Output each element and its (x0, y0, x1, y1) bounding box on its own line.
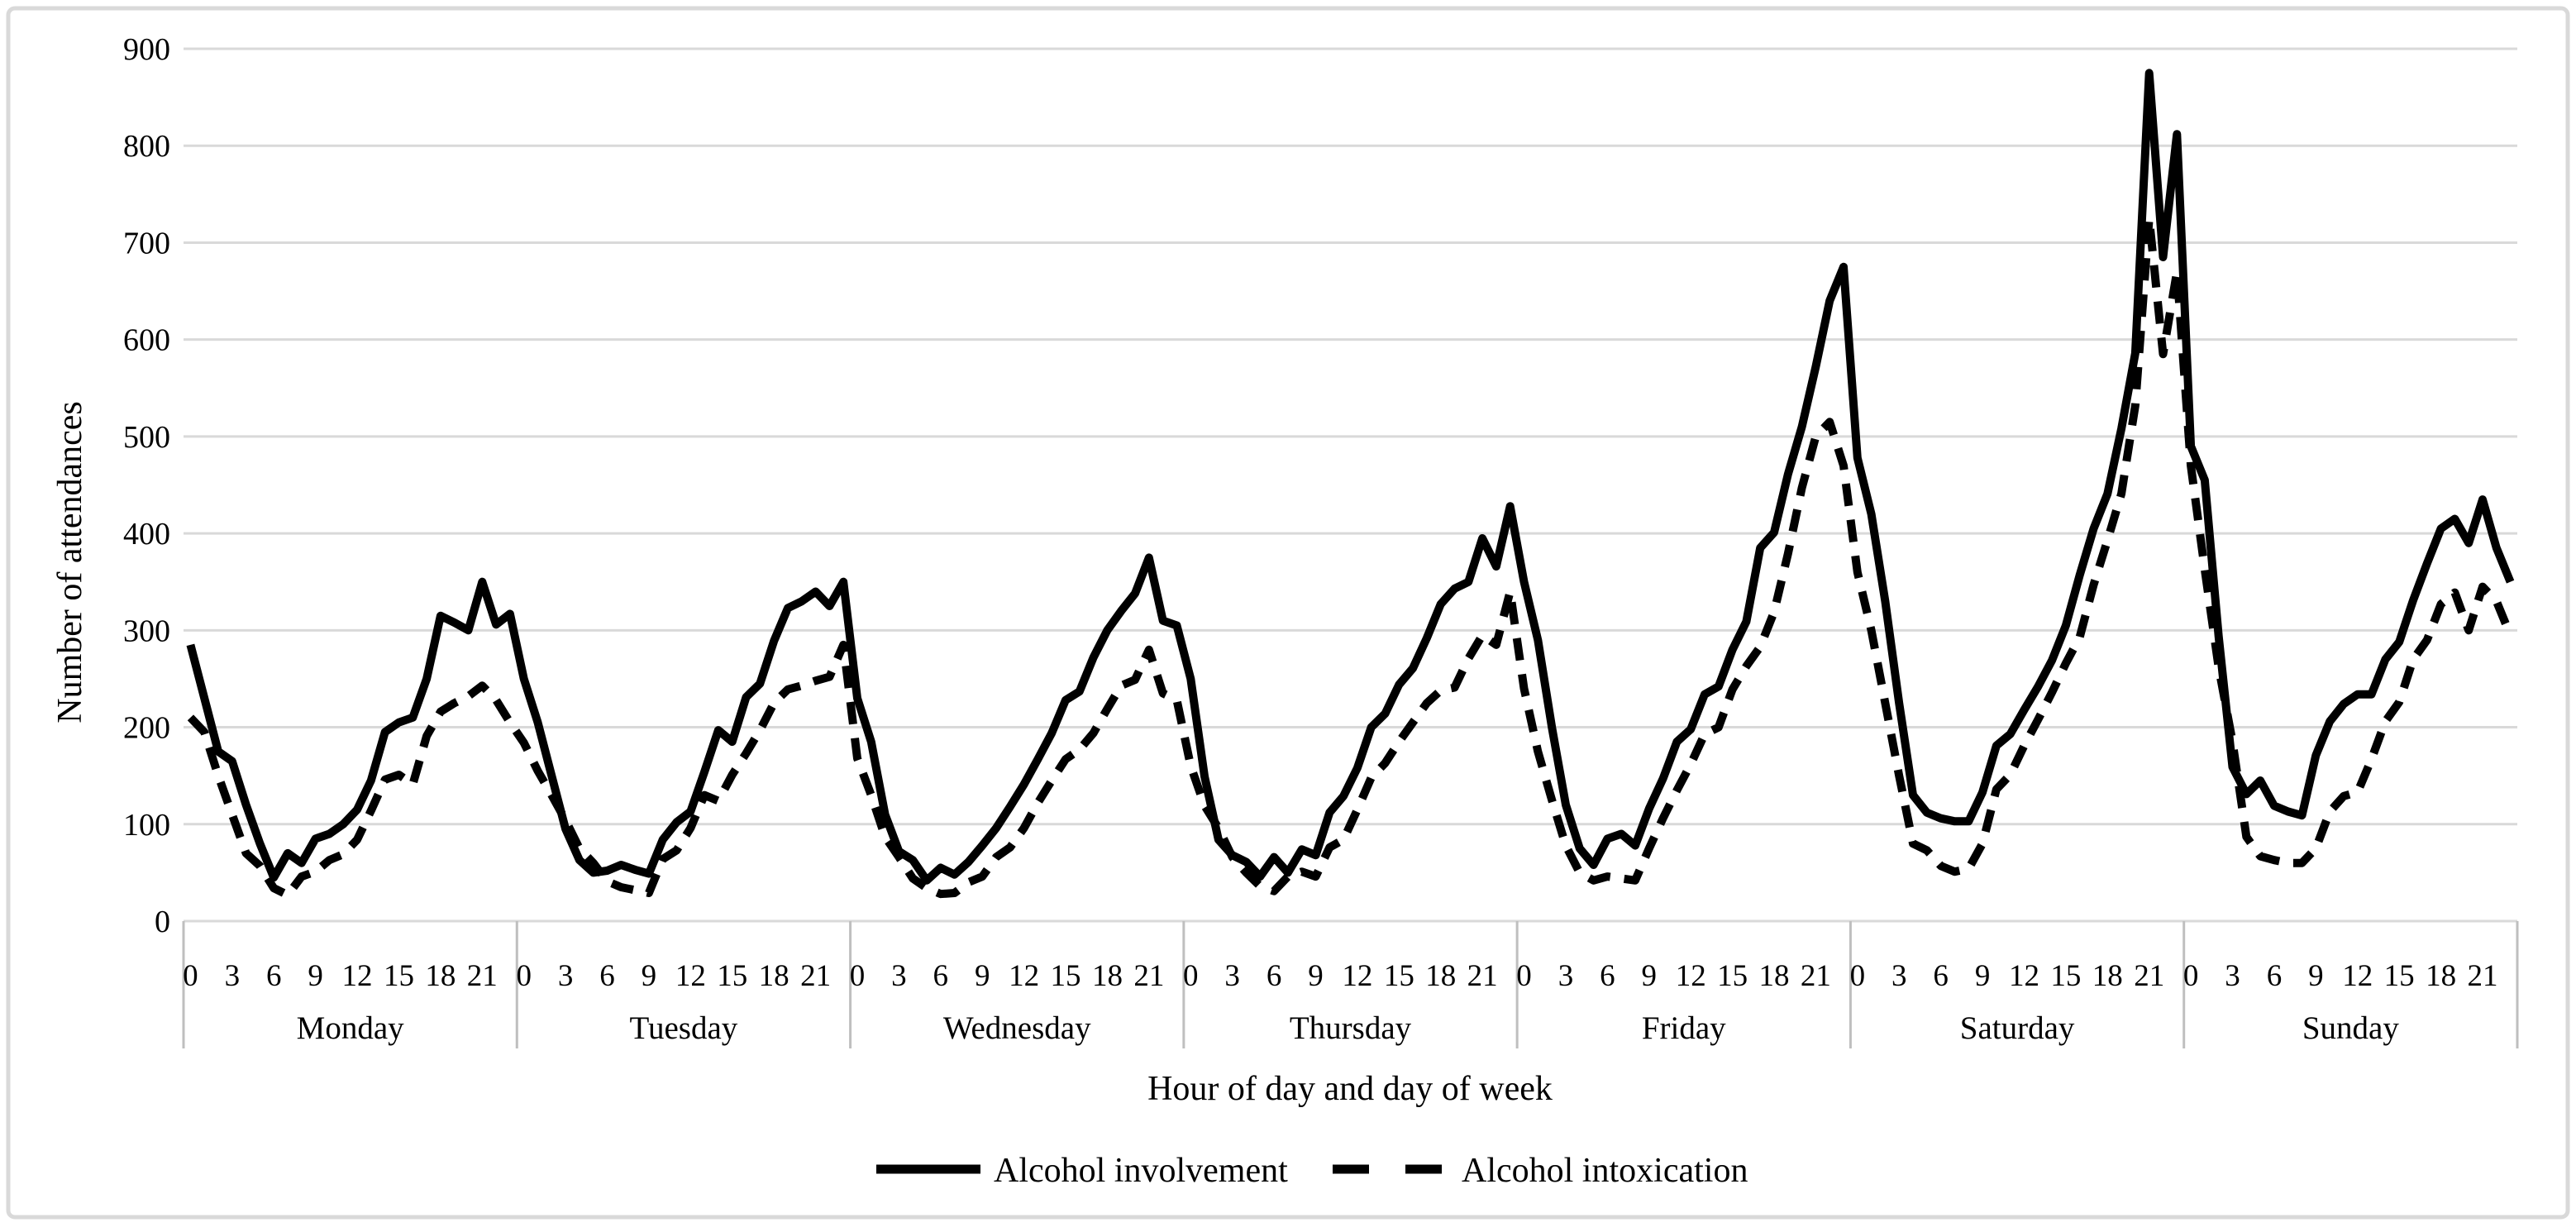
series-line-involvement (186, 69, 2515, 885)
hour-label: 18 (1759, 959, 1790, 993)
hour-label: 12 (2009, 959, 2039, 993)
legend-item-intoxication: Alcohol intoxication (1333, 1152, 1748, 1190)
hour-label: 12 (1009, 959, 1039, 993)
day-label: Tuesday (630, 1010, 738, 1046)
hour-label: 18 (2426, 959, 2456, 993)
hour-label: 12 (675, 959, 706, 993)
day-label: Sunday (2302, 1010, 2400, 1046)
hour-label: 0 (183, 959, 198, 993)
hour-label: 6 (1600, 959, 1615, 993)
day-label: Monday (297, 1010, 404, 1046)
y-tick-label: 600 (123, 323, 170, 358)
hour-label: 15 (1384, 959, 1414, 993)
hour-label: 6 (1933, 959, 1949, 993)
hour-label: 21 (1801, 959, 1831, 993)
hour-label: 21 (467, 959, 498, 993)
hour-label: 21 (2467, 959, 2497, 993)
hour-label: 12 (342, 959, 373, 993)
y-tick-label: 0 (155, 905, 170, 939)
y-axis-title: Number of attendances (51, 401, 89, 723)
hour-label: 15 (1717, 959, 1748, 993)
hour-label: 3 (1224, 959, 1240, 993)
hour-label: 9 (1308, 959, 1324, 993)
hour-label: 9 (1642, 959, 1658, 993)
legend-item-involvement: Alcohol involvement (876, 1152, 1288, 1190)
legend-label-involvement: Alcohol involvement (994, 1152, 1288, 1190)
y-tick-label: 300 (123, 614, 170, 648)
y-tick-label: 200 (123, 711, 170, 746)
hour-label: 15 (384, 959, 414, 993)
hour-label: 9 (2308, 959, 2324, 993)
hour-label: 0 (1183, 959, 1199, 993)
hour-label: 9 (1975, 959, 1991, 993)
hour-label: 3 (891, 959, 907, 993)
y-tick-label: 900 (123, 32, 170, 67)
hour-label: 15 (2384, 959, 2415, 993)
hour-label: 3 (558, 959, 574, 993)
y-tick-label: 100 (123, 808, 170, 843)
hour-label: 6 (1267, 959, 1282, 993)
hour-label: 15 (717, 959, 747, 993)
hour-label: 12 (1676, 959, 1706, 993)
hour-label: 9 (642, 959, 657, 993)
hour-label: 3 (2225, 959, 2240, 993)
y-tick-label: 700 (123, 226, 170, 260)
gridlines (184, 47, 2517, 923)
y-tick-label: 400 (123, 517, 170, 552)
hour-label: 21 (2134, 959, 2164, 993)
series-line-intoxication (187, 214, 2515, 900)
day-label: Wednesday (943, 1010, 1091, 1046)
hour-label: 9 (975, 959, 990, 993)
hour-label: 9 (308, 959, 323, 993)
day-separators (182, 921, 2519, 1048)
hour-label: 12 (2342, 959, 2373, 993)
x-axis-title: Hour of day and day of week (1147, 1070, 1553, 1108)
hour-of-day-labels: 0 3 6 9 12 15 18 21 0 3 6 9 12 15 18 21 0 3 6 9 12 15 18 21 0 3 6 9… (183, 959, 2497, 993)
day-label: Thursday (1290, 1010, 1412, 1046)
hour-label: 3 (1891, 959, 1907, 993)
y-axis-tick-labels: 0 100 200 300 400 500 600 700 800 900 (123, 32, 170, 939)
hour-label: 3 (1558, 959, 1574, 993)
hour-label: 15 (2050, 959, 2081, 993)
y-tick-label: 800 (123, 129, 170, 164)
hour-label: 21 (800, 959, 831, 993)
hour-label: 0 (2183, 959, 2199, 993)
hour-label: 18 (1092, 959, 1123, 993)
day-of-week-labels: Monday Tuesday Wednesday Thursday Friday Satu… (297, 1010, 2400, 1046)
hour-label: 0 (1516, 959, 1532, 993)
hour-label: 12 (1342, 959, 1372, 993)
day-label: Friday (1642, 1010, 1726, 1046)
hour-label: 6 (2267, 959, 2283, 993)
hour-label: 0 (850, 959, 866, 993)
hour-label: 18 (759, 959, 789, 993)
hour-label: 6 (266, 959, 282, 993)
figure-border (6, 6, 2570, 1220)
legend: Alcohol involvement Alcohol intoxication (876, 1152, 1748, 1190)
hour-label: 21 (1133, 959, 1164, 993)
hour-label: 6 (933, 959, 949, 993)
hour-label: 6 (599, 959, 615, 993)
hour-label: 18 (425, 959, 456, 993)
hour-label: 15 (1051, 959, 1081, 993)
y-tick-label: 500 (123, 420, 170, 455)
hour-label: 0 (1850, 959, 1866, 993)
plot-lines (186, 69, 2515, 900)
hour-label: 18 (2092, 959, 2123, 993)
hour-label: 18 (1425, 959, 1456, 993)
hour-label: 21 (1467, 959, 1498, 993)
hour-label: 0 (516, 959, 532, 993)
hour-label: 3 (225, 959, 241, 993)
day-label: Saturday (1960, 1010, 2075, 1046)
legend-label-intoxication: Alcohol intoxication (1462, 1152, 1748, 1190)
